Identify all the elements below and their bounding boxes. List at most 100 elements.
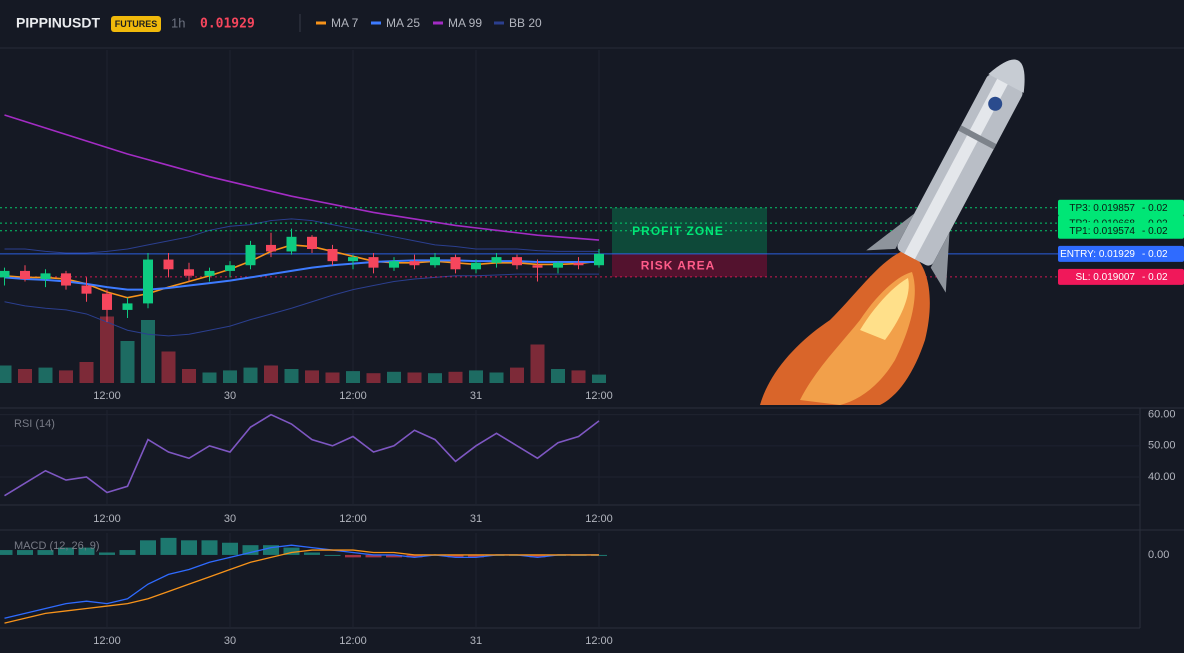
rocket-fin xyxy=(930,232,950,293)
macd-histogram xyxy=(447,554,464,558)
level-label: TP3: 0.019857 xyxy=(1069,203,1135,214)
interval: 1h xyxy=(171,15,185,30)
macd-histogram xyxy=(160,537,177,555)
macd-histogram xyxy=(242,545,259,555)
candle-body xyxy=(0,270,10,278)
macd-histogram xyxy=(0,550,13,555)
bollinger-band xyxy=(4,218,599,254)
volume-bar xyxy=(79,362,94,383)
candle-body xyxy=(40,273,51,280)
candle-body xyxy=(307,236,317,249)
candle-body xyxy=(573,262,584,266)
macd-histogram xyxy=(99,552,115,555)
x-tick-label: 12:00 xyxy=(339,390,367,402)
rocket-highlight xyxy=(904,77,1009,260)
x-tick-label: 12:00 xyxy=(339,513,367,525)
y-tick-label: 50.00 xyxy=(1148,440,1176,452)
level-tag xyxy=(1058,222,1184,239)
level-tag xyxy=(1058,199,1184,216)
candle-body xyxy=(286,236,297,252)
volume-bar xyxy=(387,371,401,383)
volume-bar xyxy=(120,341,135,383)
candle-body xyxy=(163,259,174,270)
x-tick-label: 31 xyxy=(470,513,482,525)
macd-histogram xyxy=(304,552,320,555)
volume-bar xyxy=(551,369,565,383)
macd-histogram xyxy=(345,554,361,558)
macd-histogram xyxy=(119,550,136,555)
x-tick-label: 30 xyxy=(224,390,236,402)
volume-bar xyxy=(38,367,53,383)
candle-body xyxy=(368,257,379,268)
flame-core xyxy=(860,278,909,340)
legend-label: MA 99 xyxy=(448,16,482,30)
macd-histogram xyxy=(263,545,279,555)
pane-title: RSI (14) xyxy=(14,418,55,430)
macd-histogram xyxy=(386,554,402,558)
volume-bar xyxy=(0,365,12,383)
bollinger-band xyxy=(4,273,599,337)
volume-bar xyxy=(182,369,196,383)
level-label: SL: 0.019007 xyxy=(1076,272,1136,283)
macd-histogram xyxy=(365,554,382,558)
volume-bar xyxy=(264,365,278,383)
volume-bar xyxy=(18,369,32,383)
x-tick-label: 30 xyxy=(224,513,236,525)
level-qty: - 0.02 xyxy=(1142,272,1168,283)
x-tick-label: 12:00 xyxy=(93,390,121,402)
x-tick-label: 31 xyxy=(470,635,482,647)
x-tick-label: 31 xyxy=(470,390,482,402)
candle-body xyxy=(409,261,420,266)
legend-label: MA 25 xyxy=(386,16,420,30)
volume-bar xyxy=(305,370,319,383)
volume-bar xyxy=(243,367,258,383)
macd-histogram xyxy=(181,540,197,555)
candle-body xyxy=(266,244,276,252)
candle-body xyxy=(594,253,604,266)
candle-body xyxy=(553,262,563,268)
macd-histogram xyxy=(283,547,300,555)
rocket-logo xyxy=(988,96,1003,111)
candle-body xyxy=(102,293,112,310)
rocket-fin xyxy=(866,213,915,251)
volume-bar xyxy=(366,373,381,383)
x-tick-label: 12:00 xyxy=(585,635,613,647)
level-tag xyxy=(1058,245,1184,262)
candle-body xyxy=(450,257,461,270)
volume-bar xyxy=(59,370,73,383)
badge-bg xyxy=(111,16,161,32)
volume-bar xyxy=(346,371,360,383)
macd-histogram xyxy=(201,540,218,555)
macd-histogram xyxy=(37,550,54,555)
candle-body xyxy=(491,257,502,263)
symbol: PIPPINUSDT xyxy=(16,15,100,31)
candle-body xyxy=(184,269,194,276)
macd-histogram xyxy=(324,554,341,556)
pane-title: MACD (12, 26, 9) xyxy=(14,540,100,552)
x-tick-label: 12:00 xyxy=(339,635,367,647)
level-qty: - 0.02 xyxy=(1142,249,1168,260)
candle-body xyxy=(512,257,522,266)
volume-bar xyxy=(223,370,237,383)
volume-bar xyxy=(530,344,545,383)
x-tick-label: 12:00 xyxy=(93,513,121,525)
candle-body xyxy=(430,257,440,266)
macd-line xyxy=(4,549,599,624)
last-price: 0.01929 xyxy=(200,17,255,32)
zone xyxy=(612,253,767,277)
volume-bar xyxy=(448,371,463,383)
volume-bar xyxy=(161,351,176,383)
macd-histogram xyxy=(140,540,156,555)
rocket-band xyxy=(958,125,997,150)
level-label: TP1: 0.019574 xyxy=(1069,226,1135,237)
legend-label: BB 20 xyxy=(509,16,542,30)
macd-histogram xyxy=(529,554,546,558)
ma-line xyxy=(4,114,600,241)
rsi-line xyxy=(4,413,600,497)
y-tick-label: 40.00 xyxy=(1148,471,1176,483)
candle-body xyxy=(61,273,71,286)
candle-body xyxy=(204,270,215,276)
candle-body xyxy=(20,270,30,280)
